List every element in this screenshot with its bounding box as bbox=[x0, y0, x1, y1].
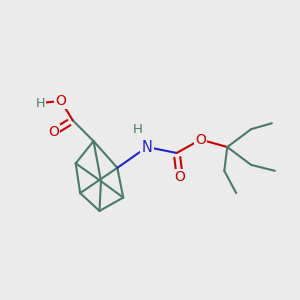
Text: N: N bbox=[142, 140, 152, 154]
Text: H: H bbox=[35, 97, 45, 110]
Text: O: O bbox=[48, 125, 59, 139]
Text: H: H bbox=[133, 123, 143, 136]
Text: O: O bbox=[195, 133, 206, 147]
Text: O: O bbox=[56, 94, 66, 108]
Text: O: O bbox=[174, 170, 185, 184]
